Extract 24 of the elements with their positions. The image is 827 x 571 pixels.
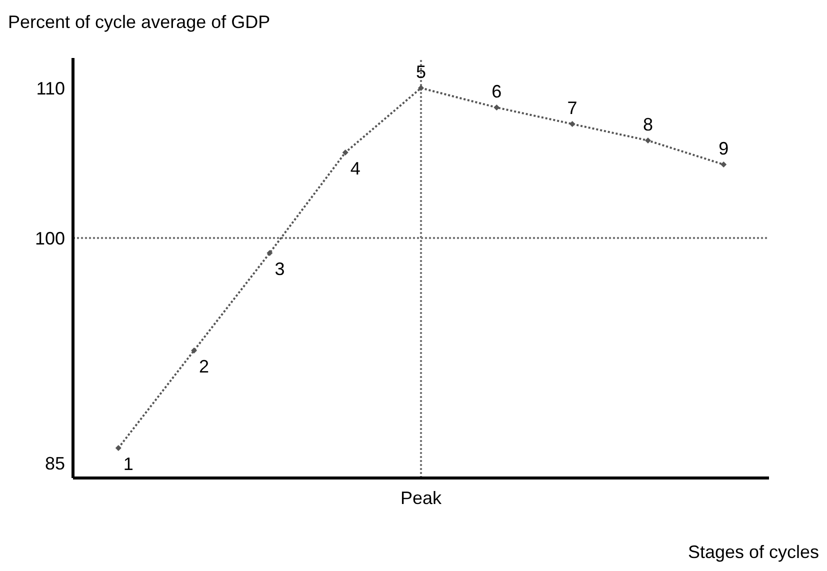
point <box>418 85 424 91</box>
point <box>342 150 348 156</box>
y-tick-label: 100 <box>34 228 65 248</box>
point <box>569 121 576 127</box>
x-tick-label: 1 <box>123 454 134 474</box>
point <box>266 250 273 256</box>
x-tick-label: 4 <box>350 158 360 178</box>
x-tick-label: 3 <box>274 259 285 279</box>
y-axis-title: Percent of cycle average of GDP <box>8 12 270 33</box>
point <box>720 162 727 168</box>
x-axis-title: Stages of cycles <box>688 542 819 563</box>
y-tick-label: 110 <box>36 78 65 98</box>
x-tick-label: 8 <box>642 114 653 134</box>
x-tick-label: 5 <box>416 62 426 82</box>
y-tick-label: 85 <box>44 453 65 474</box>
x-tick-label: 9 <box>718 138 729 158</box>
x-tick-label: 7 <box>567 98 578 118</box>
point <box>115 445 122 451</box>
x-tick-label: 6 <box>492 82 502 102</box>
point <box>644 138 651 144</box>
x-tick-label: 2 <box>199 356 210 376</box>
ref-line-label: Peak <box>400 488 443 508</box>
point <box>191 348 198 354</box>
point <box>494 104 500 110</box>
